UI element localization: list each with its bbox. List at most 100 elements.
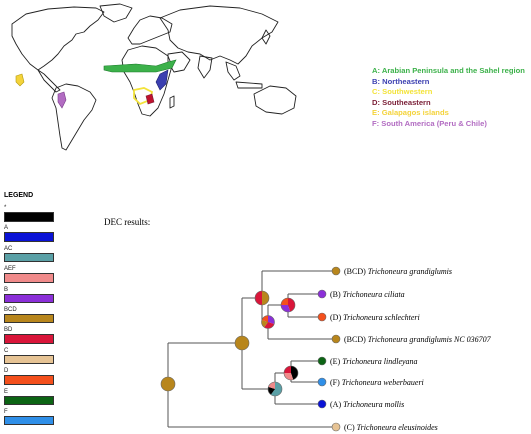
pie-slice <box>291 366 299 380</box>
region-E-overlay <box>15 73 25 87</box>
pie-slice <box>270 382 282 396</box>
tip-species-name: Trichoneura weberbaueri <box>342 378 424 387</box>
node-pie <box>261 315 275 329</box>
tip-state-code: (BCD) <box>344 335 368 344</box>
pie-outline <box>267 381 283 397</box>
state-legend-label: BCD <box>4 306 17 313</box>
pie-outline <box>317 377 327 387</box>
region-F-overlay <box>57 91 67 109</box>
pie-outline <box>331 334 341 344</box>
pie-outline <box>317 312 327 322</box>
pie-slice <box>235 336 249 350</box>
pie-outline <box>331 266 341 276</box>
africa-outline <box>121 45 173 117</box>
pie-slice <box>318 357 326 365</box>
state-legend-item: BCD <box>4 306 64 326</box>
state-legend-label: A <box>4 225 9 232</box>
tip-pie <box>317 289 327 299</box>
state-legend-swatch <box>4 293 54 304</box>
pie-outline <box>160 376 176 392</box>
state-legend-label: D <box>4 368 9 375</box>
state-legend-swatch <box>4 375 54 385</box>
pie-outline <box>283 365 299 381</box>
tip-species-name: Trichoneura schlechteri <box>343 313 420 322</box>
tip-label: (E) Trichoneura lindleyana <box>330 357 418 366</box>
tip-species-name: Trichoneura grandiglumis NC 036707 <box>368 335 492 344</box>
state-legend-swatch <box>4 415 54 426</box>
pie-slice <box>261 319 268 328</box>
tip-label: (F) Trichoneura weberbaueri <box>330 378 424 387</box>
pie-outline <box>317 356 327 366</box>
node-pie-root <box>160 376 176 392</box>
australia-outline <box>253 85 297 115</box>
pie-outline <box>280 297 296 313</box>
state-legend-swatch <box>4 313 54 324</box>
region-legend-item-D: D: Southeastern <box>372 97 431 107</box>
tip-label: (A) Trichoneura mollis <box>330 400 404 409</box>
region-D-overlay <box>145 93 155 105</box>
region-legend-item-F: F: South America (Peru & Chile) <box>372 118 487 128</box>
tip-species-name: Trichoneura mollis <box>343 400 404 409</box>
state-legend-swatch <box>4 354 54 365</box>
pie-slice <box>161 377 175 391</box>
region-B-overlay <box>155 69 169 91</box>
node-pie <box>234 335 250 351</box>
north-america-outline <box>11 6 105 71</box>
state-legend-label: E <box>4 388 9 395</box>
pie-slice <box>262 291 269 305</box>
asia-outline <box>159 5 279 65</box>
pie-slice <box>332 335 340 343</box>
india-outline <box>197 55 213 79</box>
europe-outline <box>127 15 173 45</box>
tip-pie <box>317 356 327 366</box>
state-legend-label: AEF <box>4 266 16 273</box>
region-legend-item-A: A: Arabian Peninsula and the Sahel regio… <box>372 66 525 75</box>
state-legend-label: * <box>4 205 7 211</box>
pie-slice <box>255 291 262 305</box>
greenland-outline <box>99 3 133 23</box>
pie-slice <box>288 298 296 312</box>
tip-pie <box>317 312 327 322</box>
region-legend-item-C: C: Southwestern <box>372 87 433 97</box>
state-legend-item: AC <box>4 245 64 265</box>
tip-pie <box>317 399 327 409</box>
pie-slice <box>264 322 275 329</box>
state-legend-item: C <box>4 347 64 367</box>
state-legend-swatch <box>4 252 54 263</box>
pie-outline <box>317 289 327 299</box>
state-legend-item: F <box>4 408 64 428</box>
pie-outline <box>254 290 270 306</box>
state-legend-swatch <box>4 212 54 222</box>
dec-results-title: DEC results: <box>104 217 151 227</box>
pie-slice <box>268 386 275 395</box>
pie-slice <box>281 305 291 312</box>
state-legend-swatch <box>4 273 54 283</box>
tip-state-code: (D) <box>330 313 343 322</box>
tip-state-code: (E) <box>330 357 342 366</box>
tip-pie <box>331 422 341 432</box>
state-legend-swatch <box>4 334 54 344</box>
tip-state-code: (B) <box>330 290 343 299</box>
state-legend-swatch <box>4 232 54 242</box>
central-america-outline <box>37 69 61 93</box>
state-legend-item: E <box>4 388 64 408</box>
state-legend-swatch <box>4 395 54 406</box>
node-pie <box>280 297 296 313</box>
madagascar-outline <box>169 95 175 109</box>
pie-slice <box>281 298 288 305</box>
state-legend-title: LEGEND <box>4 192 34 199</box>
region-legend: A: Arabian Peninsula and the Sahel regio… <box>372 66 530 130</box>
node-pie <box>283 365 299 381</box>
tip-species-name: Trichoneura eleusinoides <box>357 423 438 432</box>
region-legend-item-E: E: Galapagos islands <box>372 108 449 118</box>
pie-slice <box>318 313 326 321</box>
state-legend-item: A <box>4 224 64 244</box>
tip-species-name: Trichoneura ciliata <box>343 290 405 299</box>
pie-outline <box>331 422 341 432</box>
world-map <box>11 3 297 151</box>
state-legend: LEGEND * A AC AEF B BCD BD C D E F <box>4 192 64 428</box>
pie-outline <box>234 335 250 351</box>
state-legend-label: F <box>4 408 8 415</box>
region-legend-item-B: B: Northeastern <box>372 76 430 86</box>
state-legend-label: AC <box>4 245 13 252</box>
